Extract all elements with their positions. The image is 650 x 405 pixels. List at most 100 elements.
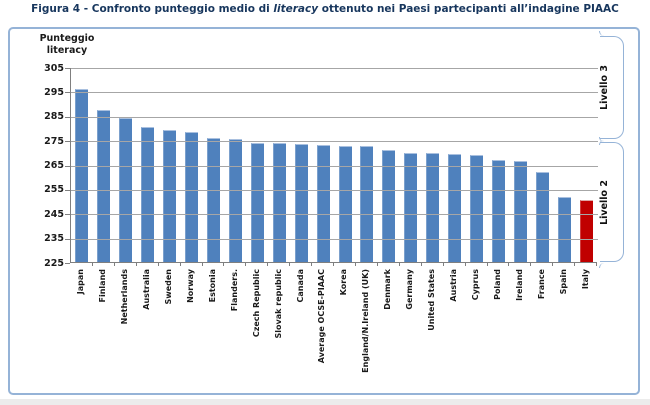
x-tick-mark [464,262,466,266]
bar-czech-republic [250,142,264,262]
y-axis-title-line2: literacy [46,44,88,56]
x-tick-mark [311,262,313,266]
bar-austria [448,153,462,262]
category-label: Denmark [383,269,393,310]
category-slot: Poland [487,269,509,391]
livello3-bracket [599,30,624,145]
x-tick-mark [376,262,378,266]
bar-canada [294,143,308,262]
y-tick-label-295: 295 [44,86,64,98]
category-slot: France [531,269,553,391]
x-tick-mark [179,262,181,266]
y-tick-mark [65,189,70,191]
bar-column [378,68,400,266]
category-axis-labels: Japan Finland Netherlands Australia Sweden No… [70,269,597,391]
page-edge [0,399,650,405]
category-label: Germany [405,269,415,310]
y-tick-label-245: 245 [44,208,64,220]
category-slot: Austria [443,269,465,391]
bar-estonia [206,137,220,262]
bar-column [71,68,93,266]
x-tick-mark [354,262,356,266]
bar-column [93,68,115,266]
bar-australia [141,127,155,262]
category-label: Japan [75,269,85,295]
bar-column [400,68,422,266]
bar-flanders- [228,138,242,262]
category-slot: Czech Republic [246,269,268,391]
x-tick-mark [420,262,422,266]
category-label: Cyprus [471,269,481,301]
bar-korea [338,146,352,262]
y-tick-label-255: 255 [44,184,64,196]
bar-column [466,68,488,266]
category-slot: Ireland [509,269,531,391]
y-tick-label-265: 265 [44,160,64,171]
category-label: United States [427,269,437,331]
category-label: Spain [558,269,568,295]
category-label: England/N.Ireland (UK) [361,269,371,373]
y-tick-mark [65,116,70,118]
category-slot: Korea [333,269,355,391]
category-label: Czech Republic [251,269,261,338]
category-label: Slovak republic [273,269,283,339]
x-tick-mark [245,262,247,266]
x-tick-mark [91,262,93,266]
category-label: Austria [449,269,459,302]
category-slot: United States [421,269,443,391]
x-tick-mark [333,262,335,266]
category-label: Average OCSE-PIAAC [317,269,327,364]
bar-poland [491,159,505,262]
bar-japan [75,88,89,262]
livello2-label: Livello 2 [598,179,610,225]
category-label: Sweden [163,269,173,305]
category-slot: Netherlands [114,269,136,391]
category-label: Australia [141,269,151,310]
category-label: Estonia [207,269,217,303]
bar-series [71,68,598,266]
bar-slovak-republic [272,143,286,262]
bar-column [509,68,532,266]
figure-title: Figura 4 - Confronto punteggio medio di … [0,3,650,15]
y-tick-mark [65,92,70,94]
category-slot: Cyprus [465,269,487,391]
y-tick-label-275: 275 [44,135,64,147]
bar-column [422,68,444,266]
y-tick-label-305: 305 [44,62,64,74]
x-tick-mark [596,262,598,266]
bar-column [224,68,247,266]
category-label: Flanders. [229,269,239,312]
bar-column [290,68,313,266]
x-tick-mark [574,262,576,266]
category-label: France [536,269,546,300]
x-tick-mark [398,262,400,266]
category-slot: Average OCSE-PIAAC [311,269,333,391]
category-label: Norway [185,269,195,303]
category-slot: Australia [136,269,158,391]
y-tick-label-235: 235 [44,233,64,245]
bar-column [246,68,269,266]
category-slot: Denmark [377,269,399,391]
bar-finland [97,109,111,262]
gridline-285 [71,116,598,118]
x-tick-mark [201,262,203,266]
y-tick-label-285: 285 [44,111,64,123]
y-tick-mark [65,238,70,240]
gridline-295 [71,92,598,94]
bar-column [356,68,378,266]
category-label: Poland [493,269,503,300]
y-tick-label-225: 225 [44,257,64,269]
x-tick-mark [508,262,510,266]
category-label: Canada [295,269,305,303]
category-slot: Canada [290,269,312,391]
category-slot: England/N.Ireland (UK) [355,269,377,391]
bar-column [488,68,510,266]
category-slot: Slovak republic [268,269,290,391]
bar-column [268,68,291,266]
y-tick-mark [65,165,70,167]
category-label: Finland [97,269,107,303]
bar-column [444,68,466,266]
y-axis-title: Punteggio literacy [22,33,112,56]
bar-germany [404,152,418,262]
